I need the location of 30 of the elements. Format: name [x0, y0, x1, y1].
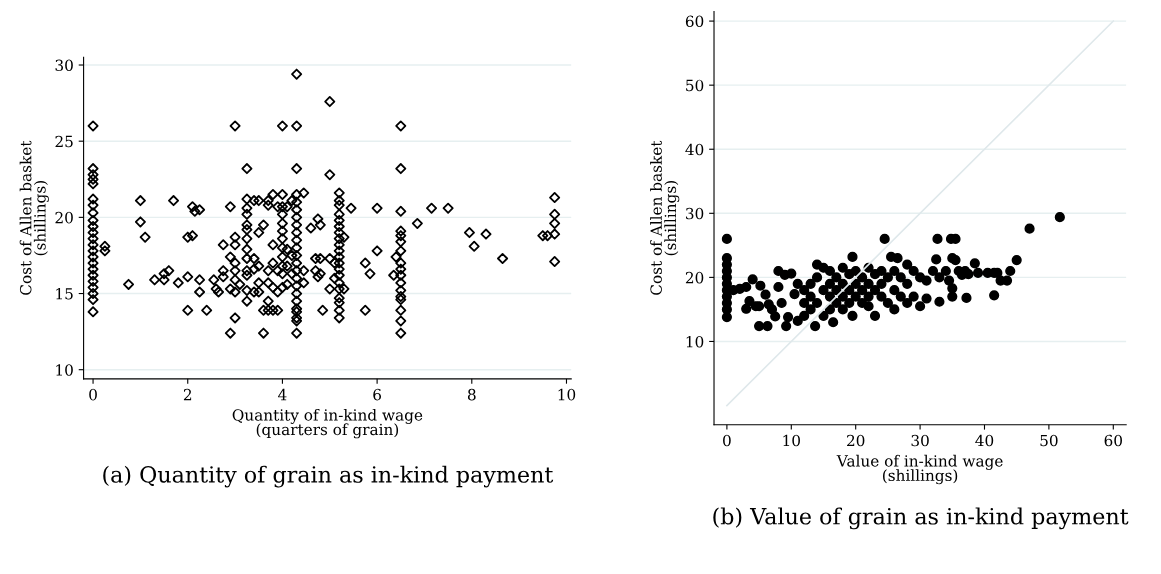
x-axis-title: Value of in-kind wage (shillings) [836, 454, 1003, 485]
text: (a) Quantity of grain as in-kind payment [103, 465, 554, 488]
y-tick-label: 20 [55, 211, 73, 224]
y-tick-label: 30 [686, 207, 704, 220]
x-tick-label: 10 [558, 388, 576, 401]
y-axis-title: Cost of Allen basket (shillings) [650, 140, 680, 295]
x-tick-label: 50 [1040, 434, 1058, 447]
y-tick-label: 30 [55, 59, 73, 72]
x-tick-label: 60 [1104, 434, 1122, 447]
y-tick-label: 15 [56, 287, 73, 300]
y-tick-label: 40 [685, 143, 704, 156]
y-axis-title: Cost of Allen basket (shillings) [19, 140, 49, 295]
y-tick-label: 60 [685, 15, 704, 28]
y-tick-label: 10 [56, 364, 73, 376]
y-tick-label: 20 [685, 271, 704, 284]
x-tick-label: 10 [783, 434, 800, 447]
x-tick-label: 8 [467, 388, 476, 401]
x-tick-label: 2 [183, 388, 192, 401]
y-tick-label: 10 [686, 335, 704, 348]
x-tick-label: 6 [373, 388, 382, 401]
x-tick-label: 0 [89, 388, 97, 401]
x-tick-label: 0 [723, 434, 731, 447]
y-tick-label: 50 [686, 79, 704, 92]
x-tick-label: 40 [975, 434, 994, 447]
text: (b) Value of grain as in-kind payment [713, 507, 1129, 530]
x-tick-label: 4 [278, 388, 287, 401]
x-tick-label: 20 [847, 434, 865, 447]
x-tick-label: 30 [911, 434, 929, 447]
y-tick-label: 25 [55, 135, 73, 148]
x-axis-title: Quantity of in-kind wage (quarters of grain) [232, 408, 423, 439]
